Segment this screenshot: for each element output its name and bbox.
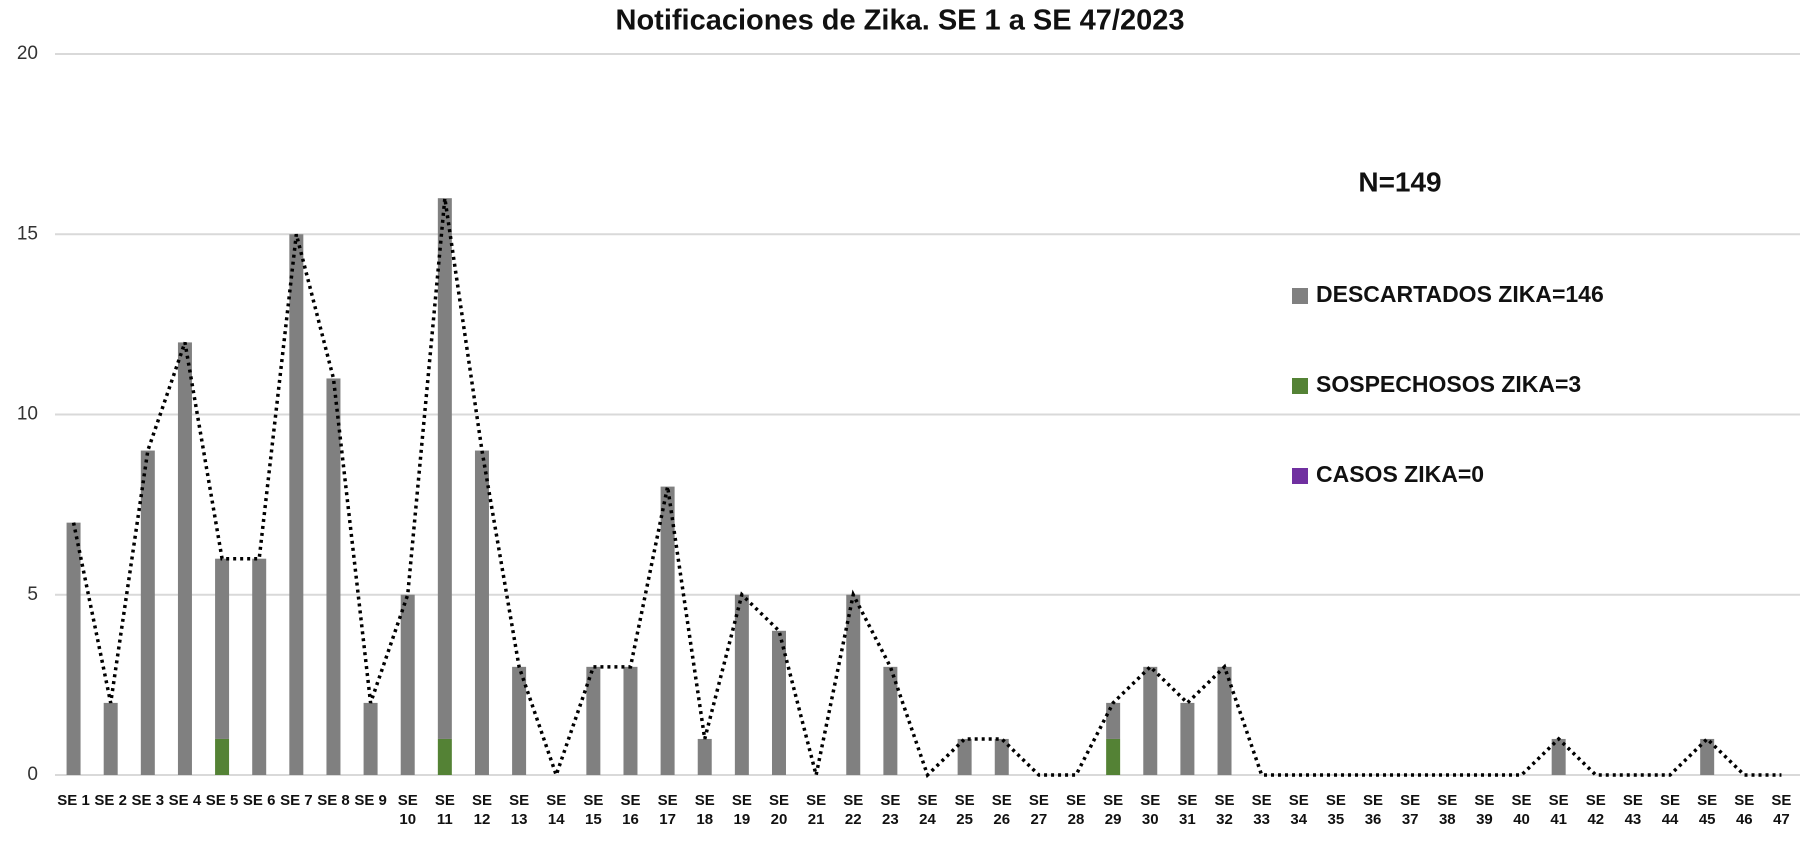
y-tick-label: 20 xyxy=(17,43,38,64)
x-tick-label: SE 12 xyxy=(471,792,492,828)
bar-segment xyxy=(177,342,192,775)
bar-segment xyxy=(1217,666,1232,775)
bar-segment xyxy=(400,594,415,775)
legend-swatch xyxy=(1292,468,1308,484)
bar-segment xyxy=(363,702,378,775)
x-tick-label: SE 5 xyxy=(205,792,239,809)
x-tick-label: SE 40 xyxy=(1511,792,1532,828)
x-tick-label: SE 4 xyxy=(168,792,202,809)
bar-segment xyxy=(66,522,81,775)
x-tick-label: SE 29 xyxy=(1103,792,1124,828)
bar-segment xyxy=(771,630,786,775)
x-tick-label: SE 45 xyxy=(1697,792,1718,828)
bar-segment xyxy=(140,450,155,775)
x-tick-label: SE 31 xyxy=(1177,792,1198,828)
bar-segment xyxy=(1180,702,1195,775)
x-tick-label: SE 7 xyxy=(280,792,313,809)
x-tick-label: SE 15 xyxy=(583,792,604,828)
x-tick-label: SE 44 xyxy=(1660,792,1681,828)
bar-segment xyxy=(252,558,267,775)
legend-swatch xyxy=(1292,378,1308,394)
bar-segment xyxy=(883,666,898,775)
y-tick-label: 5 xyxy=(27,584,38,605)
x-tick-label: SE 25 xyxy=(954,792,975,828)
bar-segment xyxy=(994,738,1009,775)
x-tick-label: SE 30 xyxy=(1140,792,1161,828)
legend-swatch xyxy=(1292,288,1308,304)
x-tick-label: SE 24 xyxy=(917,792,938,828)
x-tick-label: SE 35 xyxy=(1325,792,1346,828)
x-tick-label: SE 13 xyxy=(509,792,530,828)
y-tick-label: 10 xyxy=(17,404,38,425)
bar-segment xyxy=(1551,738,1566,775)
legend-label: CASOS ZIKA=0 xyxy=(1316,461,1484,487)
bar-segment xyxy=(1106,702,1121,739)
bar-segment xyxy=(289,234,304,775)
x-tick-label: SE 19 xyxy=(731,792,752,828)
total-line xyxy=(71,197,1782,781)
x-tick-label: SE 14 xyxy=(546,792,567,828)
bar-segment xyxy=(326,378,341,775)
bar-segment xyxy=(846,594,861,775)
x-tick-label: SE 33 xyxy=(1251,792,1272,828)
x-tick-label: SE 1 xyxy=(57,792,90,809)
chart-title: Notificaciones de Zika. SE 1 a SE 47/202… xyxy=(616,5,1185,37)
bar-segment xyxy=(586,666,601,775)
x-tick-label: SE 3 xyxy=(131,792,165,809)
x-tick-label: SE 38 xyxy=(1437,792,1458,828)
x-tick-label: SE 23 xyxy=(880,792,901,828)
x-tick-label: SE 17 xyxy=(657,792,678,828)
bar-segment xyxy=(957,738,972,775)
bar-segment xyxy=(697,738,712,775)
x-tick-label: SE 41 xyxy=(1548,792,1569,828)
x-tick-label: SE 47 xyxy=(1771,792,1792,828)
bar-segment xyxy=(734,594,749,775)
bar-segment xyxy=(437,738,452,775)
x-tick-label: SE 16 xyxy=(620,792,641,828)
y-tick-label: 0 xyxy=(27,764,38,785)
bar-segment xyxy=(215,558,230,739)
bar-segment xyxy=(103,702,118,775)
x-tick-label: SE 27 xyxy=(1028,792,1049,828)
x-tick-label: SE 8 xyxy=(317,792,350,809)
legend-label: DESCARTADOS ZIKA=146 xyxy=(1316,281,1604,307)
bar-segment xyxy=(1106,738,1121,775)
bar-segment xyxy=(437,198,452,739)
x-tick-label: SE 37 xyxy=(1400,792,1421,828)
bar-segment xyxy=(660,486,675,775)
bar-segment xyxy=(1143,666,1158,775)
legend-label: SOSPECHOSOS ZIKA=3 xyxy=(1316,371,1581,397)
x-tick-label: SE 10 xyxy=(397,792,418,828)
y-tick-label: 15 xyxy=(17,223,38,244)
x-tick-label: SE 11 xyxy=(434,792,455,828)
x-tick-label: SE 32 xyxy=(1214,792,1235,828)
x-tick-label: SE 34 xyxy=(1288,792,1309,828)
x-tick-label: SE 18 xyxy=(694,792,715,828)
x-tick-label: SE 2 xyxy=(94,792,127,809)
x-tick-label: SE 39 xyxy=(1474,792,1495,828)
x-tick-label: SE 9 xyxy=(354,792,387,809)
x-tick-label: SE 26 xyxy=(991,792,1012,828)
x-tick-label: SE 46 xyxy=(1734,792,1755,828)
x-tick-label: SE 42 xyxy=(1585,792,1606,828)
x-tick-label: SE 21 xyxy=(806,792,827,828)
bar-segment xyxy=(474,450,489,775)
bar-segment xyxy=(1700,738,1715,775)
bar-segment xyxy=(215,738,230,775)
annotation: N=149 xyxy=(1358,166,1441,197)
bar-segment xyxy=(512,666,527,775)
x-tick-label: SE 36 xyxy=(1363,792,1384,828)
x-tick-label: SE 22 xyxy=(843,792,864,828)
x-tick-label: SE 43 xyxy=(1622,792,1643,828)
bar-segment xyxy=(623,666,638,775)
x-tick-label: SE 28 xyxy=(1065,792,1086,828)
x-tick-label: SE 6 xyxy=(242,792,276,809)
x-tick-label: SE 20 xyxy=(768,792,789,828)
